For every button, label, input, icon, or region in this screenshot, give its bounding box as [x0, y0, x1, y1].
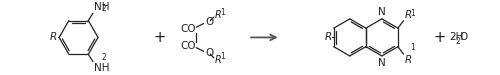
Text: 1: 1	[410, 9, 416, 18]
Text: 2: 2	[456, 37, 460, 46]
Text: CO: CO	[180, 24, 196, 34]
Text: N: N	[378, 7, 386, 17]
Text: 2: 2	[102, 4, 106, 13]
Text: R: R	[404, 10, 411, 20]
Text: +: +	[434, 30, 446, 45]
Text: 2H: 2H	[449, 32, 464, 42]
Text: 1: 1	[220, 52, 226, 61]
Text: 1: 1	[410, 43, 416, 52]
Text: CO: CO	[180, 41, 196, 51]
Text: R: R	[215, 10, 222, 20]
Text: R: R	[50, 32, 58, 42]
Text: O: O	[206, 17, 214, 27]
Text: O: O	[459, 32, 467, 42]
Text: 1: 1	[220, 8, 226, 17]
Text: R: R	[404, 55, 411, 65]
Text: +: +	[153, 30, 166, 45]
Text: NH: NH	[94, 63, 110, 73]
Text: O: O	[206, 48, 214, 58]
Text: 2: 2	[102, 53, 106, 62]
Text: N: N	[378, 58, 386, 68]
Text: R: R	[324, 32, 332, 42]
Text: NH: NH	[94, 2, 110, 12]
Text: R: R	[215, 55, 222, 65]
